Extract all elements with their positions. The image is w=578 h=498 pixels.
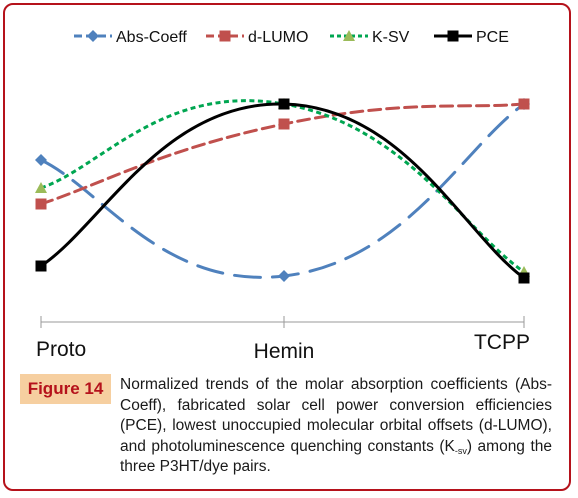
legend-item-d-lumo: d-LUMO	[206, 29, 308, 46]
x-tick-labels: Proto Hemin TCPP	[36, 331, 530, 363]
point-pce-hemin	[278, 98, 290, 110]
legend-label-d-lumo: d-LUMO	[248, 29, 308, 46]
caption-end: ) among the three P3HT/dye pairs.	[120, 437, 552, 476]
point-d-lumo-tcpp	[518, 98, 530, 110]
line-chart: Abs-Coeff d-LUMO K-SV PCE Proto Hemin TCPP	[35, 29, 530, 363]
legend-marker-pce	[447, 30, 459, 42]
figure-label: Figure 14	[20, 374, 111, 404]
point-abs-coeff-hemin	[278, 270, 290, 282]
x-tick-label-proto: Proto	[36, 338, 86, 361]
legend-item-abs-coeff: Abs-Coeff	[74, 29, 187, 46]
legend-label-k-sv: K-SV	[372, 29, 410, 46]
x-tick-label-hemin: Hemin	[254, 340, 315, 363]
legend-label-abs-coeff: Abs-Coeff	[116, 29, 187, 46]
point-pce-tcpp	[518, 272, 530, 284]
point-d-lumo-hemin	[278, 118, 290, 130]
legend-marker-d-lumo	[219, 30, 231, 42]
point-d-lumo-proto	[35, 198, 47, 210]
figure-caption: Normalized trends of the molar absorptio…	[120, 375, 552, 478]
legend-marker-abs-coeff	[87, 30, 99, 42]
series-line-abs-coeff	[39, 102, 526, 279]
x-tick-label-tcpp: TCPP	[474, 331, 530, 354]
point-pce-proto	[35, 260, 47, 272]
legend-label-pce: PCE	[476, 29, 509, 46]
point-k-sv-proto	[35, 182, 47, 193]
caption-main: Normalized trends of the molar absorptio…	[120, 376, 552, 455]
legend-item-k-sv: K-SV	[330, 29, 410, 46]
legend-item-pce: PCE	[434, 29, 509, 46]
chart-series-markers	[35, 98, 530, 284]
chart-legend: Abs-Coeff d-LUMO K-SV PCE	[74, 29, 509, 46]
legend-marker-k-sv	[343, 30, 355, 41]
figure-frame	[3, 3, 571, 491]
point-abs-coeff-proto	[35, 154, 47, 166]
caption-subscript: -sv	[454, 445, 467, 456]
series-line-pce	[39, 102, 526, 280]
x-axis	[40, 316, 525, 328]
